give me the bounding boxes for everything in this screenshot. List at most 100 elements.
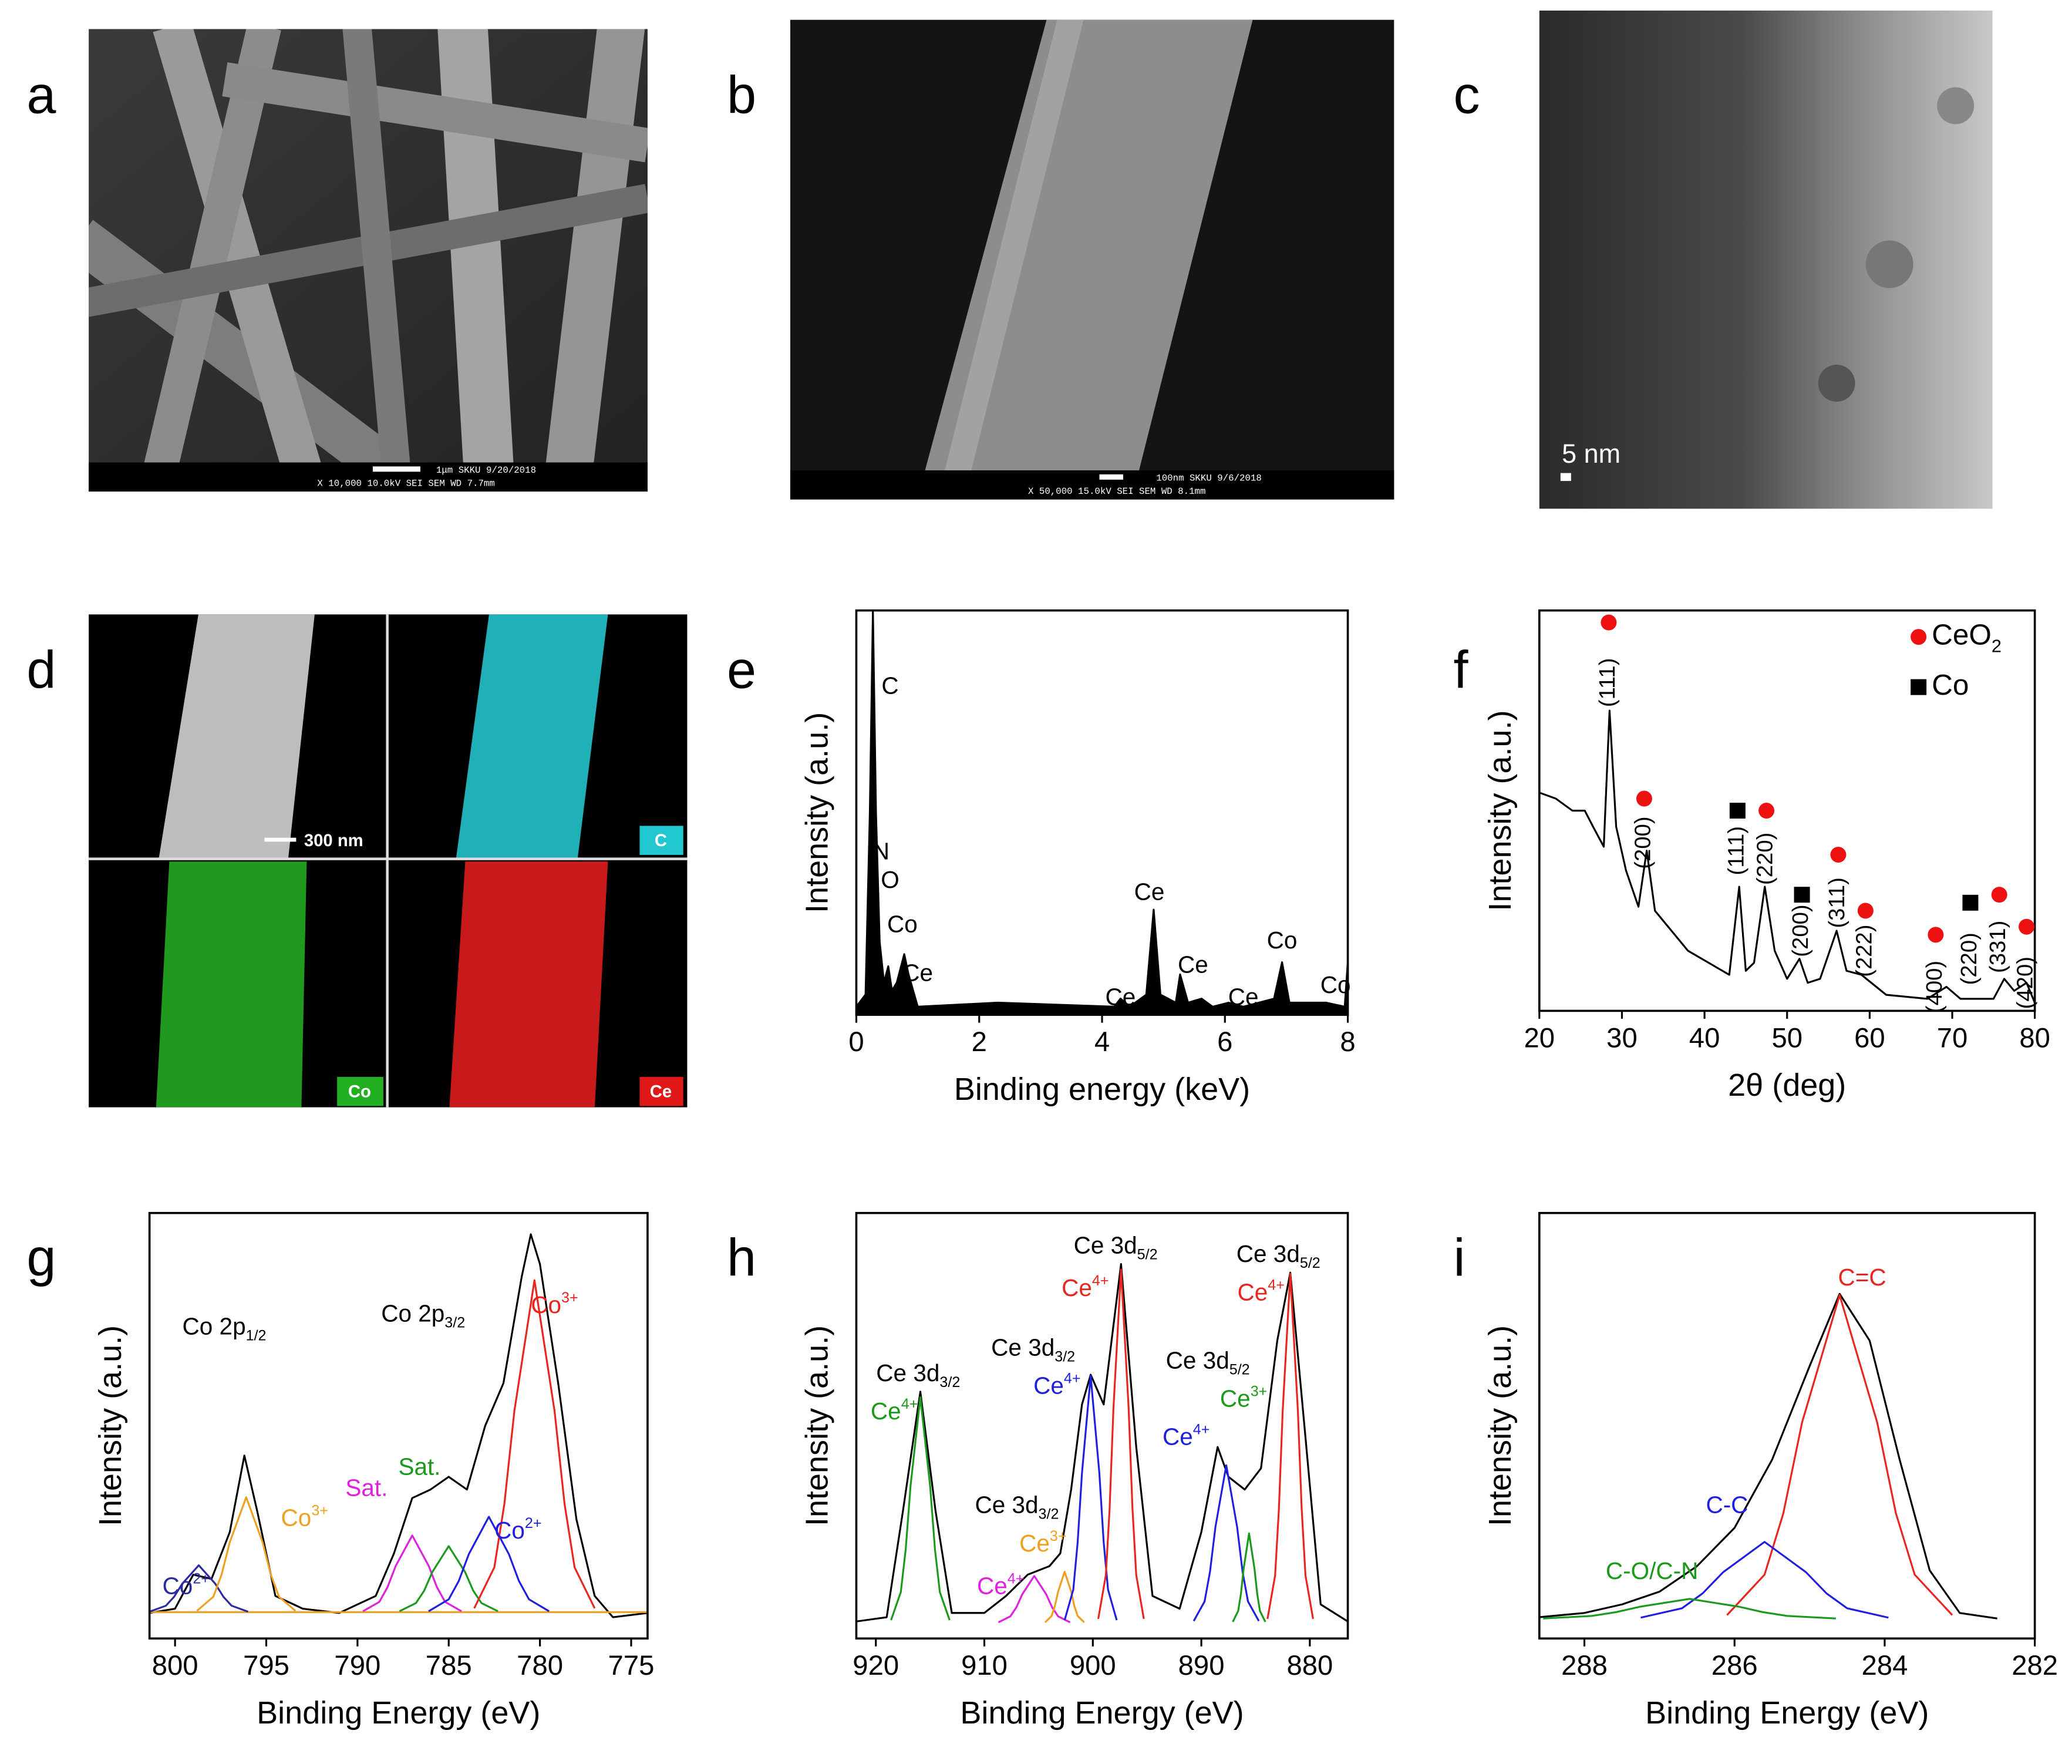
chart: 800 795 790 785 780 775 Binding Energy (eV) Int… (93, 1211, 655, 1731)
x-tick-label: 2 (972, 1026, 987, 1058)
annotation-text: Ce (977, 1572, 1008, 1599)
series-line (1640, 1541, 1889, 1619)
annotation: C-O/C-N (1606, 1557, 1698, 1584)
annotation: (200) (1788, 904, 1813, 957)
x-tick-label: 284 (1862, 1650, 1908, 1681)
annotation: O (881, 866, 899, 893)
scale-label: 5 nm (1562, 439, 1620, 469)
fiber (222, 62, 648, 163)
annotation-sup: 2+ (525, 1515, 542, 1531)
annotation-text: (220) (1956, 933, 1982, 985)
series-line (1097, 1268, 1145, 1620)
info-text: X 50,000 15.0kV SEI SEM WD 8.1mm (1028, 486, 1205, 497)
x-tick-label: 20 (1524, 1022, 1555, 1053)
annotation: Ce 3d3/2 (876, 1359, 960, 1391)
panel-letter: h (727, 1229, 756, 1288)
fiber-haadf (159, 614, 315, 859)
series-line (362, 1534, 462, 1612)
annotation-sup: 4+ (1064, 1370, 1081, 1386)
annotation-text: Ce (1228, 983, 1259, 1010)
legend-entry: Co (1932, 669, 1969, 701)
info-bar (790, 470, 1394, 500)
series-line (1192, 1464, 1260, 1622)
image-bg (1539, 11, 1993, 509)
fibers (89, 29, 648, 463)
annotation: Ce4+ (871, 1396, 918, 1425)
marker (1991, 887, 2007, 903)
fiber (144, 29, 281, 463)
particle (1937, 87, 1975, 124)
annotation: Co2+ (163, 1570, 210, 1599)
annotation-text: Co (887, 910, 918, 937)
annotation-text: Co (494, 1517, 525, 1544)
annotation: Ce 3d5/2 (1166, 1346, 1250, 1378)
annotation-text: Ce (1163, 1423, 1193, 1450)
annotation: Sat. (345, 1474, 388, 1501)
annotation: Co (887, 910, 918, 937)
x-tick-label: 6 (1217, 1026, 1232, 1058)
series-line (1539, 1292, 1997, 1620)
map-label: C (655, 831, 667, 850)
annotation-text: Ce (1220, 1385, 1251, 1412)
annotation-text: N (872, 837, 890, 864)
annotation: Co 2p1/2 (183, 1312, 267, 1344)
marker (1962, 894, 1979, 911)
x-tick-label: 785 (426, 1650, 472, 1681)
annotation-text: (111) (1723, 826, 1748, 876)
series-line (428, 1516, 550, 1612)
annotation-text: Sat. (345, 1474, 388, 1501)
fiber-edge (945, 19, 1084, 471)
marker (1928, 927, 1944, 943)
x-tick-label: 282 (2012, 1650, 2058, 1681)
annotation: C=C (1838, 1264, 1886, 1291)
x-tick-label: 80 (2019, 1022, 2050, 1053)
x-tick-label: 286 (1711, 1650, 1758, 1681)
x-axis-label: Binding Energy (eV) (960, 1695, 1244, 1731)
annotation: (400) (1922, 961, 1947, 1013)
annotation-text: Co 2p (381, 1300, 444, 1327)
annotation: Ce3+ (1019, 1527, 1066, 1556)
x-tick-label: 775 (608, 1650, 655, 1681)
marker (2019, 918, 2035, 935)
series-line (149, 1233, 648, 1618)
y-axis-label: Intensity (a.u.) (800, 712, 835, 913)
x-tick-label: 880 (1286, 1650, 1333, 1681)
annotation-sup: 4+ (1008, 1570, 1025, 1587)
annotation: (222) (1851, 924, 1876, 977)
scale-bar (264, 837, 297, 842)
annotation: Ce 3d3/2 (991, 1334, 1075, 1365)
annotation-sub: 5/2 (1229, 1361, 1250, 1378)
marker (1830, 846, 1847, 863)
sem-image-a: 1μm SKKU 9/20/2018 X 10,000 10.0kV SEI S… (89, 29, 648, 492)
plot-frame (855, 609, 1349, 1016)
y-axis-label: Intensity (a.u.) (1483, 710, 1518, 911)
x-axis-label: Binding Energy (eV) (257, 1695, 540, 1731)
series-line (1266, 1272, 1314, 1620)
legend-entry-text: CeO (1932, 619, 1992, 651)
y-axis-label: Intensity (a.u.) (1483, 1325, 1518, 1526)
annotation: Ce4+ (1163, 1421, 1209, 1450)
annotation: N (872, 837, 890, 864)
chart: 920 910 900 890 880 Binding Energy (eV) Intens… (800, 1211, 1349, 1731)
annotation: Ce4+ (1238, 1277, 1285, 1305)
annotation-text: (220) (1753, 833, 1778, 885)
annotation-text: (200) (1630, 816, 1656, 868)
legend-marker (1911, 679, 1927, 695)
fiber (89, 220, 410, 463)
annotation: Co (1267, 927, 1298, 954)
x-tick-label: 920 (853, 1650, 899, 1681)
series-line (149, 1564, 248, 1613)
fiber (545, 29, 645, 463)
annotation: Ce 3d5/2 (1074, 1231, 1158, 1263)
annotation-text: Co (163, 1572, 193, 1599)
annotation-text: Ce (1062, 1274, 1092, 1301)
annotation: Ce3+ (1220, 1383, 1267, 1412)
annotation: Ce (1178, 951, 1208, 978)
annotation-text: Ce (1106, 983, 1136, 1010)
chart: 0 2 4 6 8 Binding energy (keV) Intensity (a.u.… (800, 609, 1356, 1107)
info-text: 100nm SKKU 9/6/2018 (1156, 473, 1262, 484)
annotation-sub: 3/2 (1054, 1348, 1075, 1365)
annotation-text: Ce (1134, 878, 1165, 905)
annotation: (220) (1956, 933, 1982, 985)
